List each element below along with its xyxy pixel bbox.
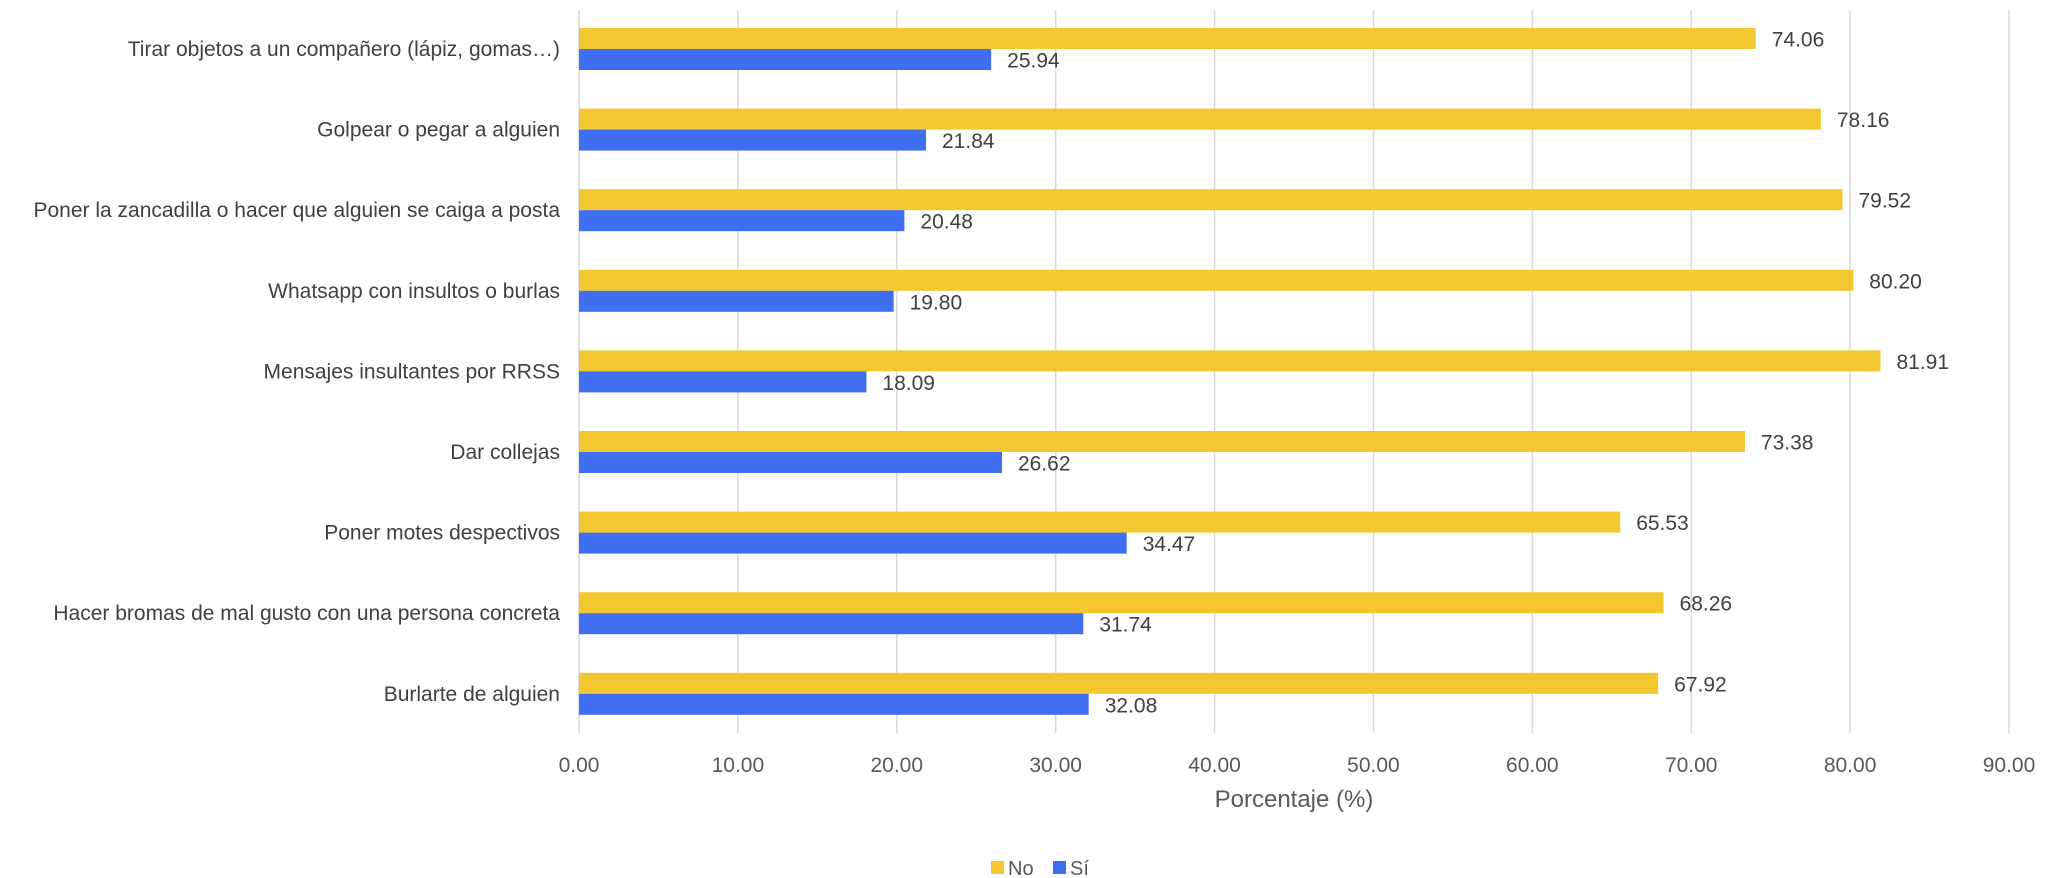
bar-si xyxy=(579,532,1127,554)
category-label: Golpear o pegar a alguien xyxy=(317,119,560,142)
bar-no xyxy=(579,672,1659,694)
x-tick-label: 0.00 xyxy=(559,754,600,777)
data-label: 19.80 xyxy=(910,291,963,314)
data-label: 32.08 xyxy=(1105,694,1158,717)
data-label: 65.53 xyxy=(1636,512,1689,535)
x-tick-label: 20.00 xyxy=(870,754,923,777)
category-labels: Tirar objetos a un compañero (lápiz, gom… xyxy=(33,38,560,706)
data-label: 68.26 xyxy=(1680,593,1733,616)
legend-label: Sí xyxy=(1070,858,1089,878)
bar-no xyxy=(579,28,1756,49)
x-tick-label: 90.00 xyxy=(1983,754,2036,777)
bar-si xyxy=(579,613,1084,635)
bar-si xyxy=(579,452,1002,473)
legend-swatch-no xyxy=(991,861,1004,874)
bar-si xyxy=(579,290,894,312)
data-label: 80.20 xyxy=(1869,270,1922,293)
category-label: Dar collejas xyxy=(450,441,560,464)
x-tick-label: 80.00 xyxy=(1824,754,1877,777)
x-tick-label: 10.00 xyxy=(712,754,765,777)
data-label: 81.91 xyxy=(1896,351,1949,374)
bar-no xyxy=(579,269,1854,291)
data-label: 67.92 xyxy=(1674,673,1727,696)
data-label: 18.09 xyxy=(882,372,935,395)
category-label: Mensajes insultantes por RRSS xyxy=(264,360,560,383)
x-tick-label: 60.00 xyxy=(1506,754,1559,777)
data-label: 73.38 xyxy=(1761,432,1814,455)
data-label: 20.48 xyxy=(920,211,973,234)
bar-no xyxy=(579,592,1664,614)
data-label: 34.47 xyxy=(1143,533,1196,556)
category-label: Hacer bromas de mal gusto con una person… xyxy=(53,602,560,625)
x-tick-label: 30.00 xyxy=(1029,754,1082,777)
x-tick-label: 50.00 xyxy=(1347,754,1400,777)
bar-no xyxy=(579,189,1843,211)
legend-swatch-si xyxy=(1053,861,1066,874)
data-label: 78.16 xyxy=(1837,109,1890,132)
data-label: 25.94 xyxy=(1007,50,1060,73)
bar-si xyxy=(579,371,867,393)
bar-no xyxy=(579,350,1881,372)
data-label: 21.84 xyxy=(942,130,995,153)
bar-si xyxy=(579,49,992,70)
bars: 74.06 25.94 78.16 21.84 79.52 20.48 80.20 19.80… xyxy=(579,28,1949,717)
legend: No Sí xyxy=(991,858,1089,878)
category-label: Burlarte de alguien xyxy=(384,683,560,706)
category-label: Whatsapp con insultos o burlas xyxy=(268,280,560,303)
bar-no xyxy=(579,511,1621,533)
bar-si xyxy=(579,693,1089,715)
category-label: Poner motes despectivos xyxy=(324,522,560,545)
x-axis-title: Porcentaje (%) xyxy=(1215,786,1374,813)
bar-si xyxy=(579,129,927,151)
category-label: Poner la zancadilla o hacer que alguien … xyxy=(33,199,560,222)
bar-no xyxy=(579,431,1745,452)
data-label: 79.52 xyxy=(1858,190,1911,213)
bar-si xyxy=(579,210,905,232)
x-tick-label: 70.00 xyxy=(1665,754,1718,777)
data-label: 31.74 xyxy=(1099,614,1152,637)
x-tick-label: 40.00 xyxy=(1188,754,1241,777)
x-tick-labels: 0.00 10.00 20.00 30.00 40.00 50.00 60.00 70.00 8… xyxy=(559,754,2036,777)
data-label: 74.06 xyxy=(1772,29,1825,52)
bar-no xyxy=(579,108,1821,130)
legend-label: No xyxy=(1008,858,1034,878)
category-label: Tirar objetos a un compañero (lápiz, gom… xyxy=(128,38,560,61)
data-label: 26.62 xyxy=(1018,453,1071,476)
